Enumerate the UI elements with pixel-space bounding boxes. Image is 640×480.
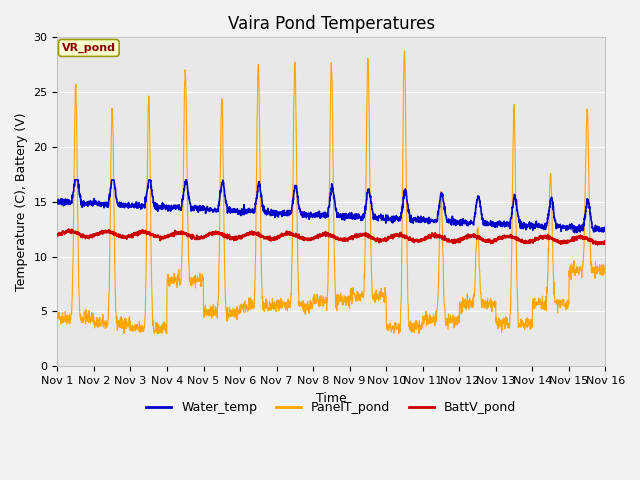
Text: VR_pond: VR_pond bbox=[62, 43, 116, 53]
Y-axis label: Temperature (C), Battery (V): Temperature (C), Battery (V) bbox=[15, 113, 28, 291]
X-axis label: Time: Time bbox=[316, 392, 347, 405]
Title: Vaira Pond Temperatures: Vaira Pond Temperatures bbox=[228, 15, 435, 33]
Legend: Water_temp, PanelT_pond, BattV_pond: Water_temp, PanelT_pond, BattV_pond bbox=[141, 396, 522, 420]
